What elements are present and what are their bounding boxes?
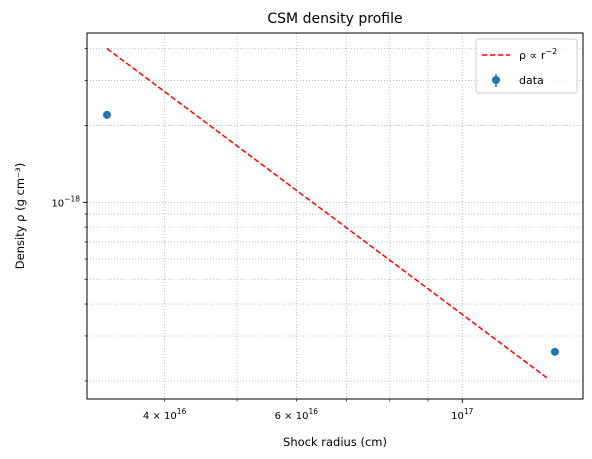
x-tick-label: 6 × 1016: [275, 407, 319, 422]
data-point: [102, 110, 111, 119]
powerlaw-line: [106, 47, 548, 379]
plot-area-frame: [86, 32, 584, 400]
y-axis-label: Density ρ (g cm⁻³): [13, 163, 27, 269]
legend-label-data: data: [519, 74, 544, 87]
chart-title: CSM density profile: [267, 11, 402, 27]
data-point: [550, 347, 559, 356]
legend-box: [475, 38, 578, 94]
legend-marker-swatch: [492, 76, 500, 84]
x-tick-label: 4 × 1016: [143, 407, 187, 422]
y-tick-label: 10−18: [51, 194, 80, 209]
grid: [87, 33, 583, 399]
x-axis-label: Shock radius (cm): [283, 435, 387, 449]
plot-data: [102, 47, 559, 379]
legend-label-line: ρ ∝ r−2: [519, 47, 557, 62]
legend: ρ ∝ r−2 data: [475, 38, 578, 94]
axes: 4 × 1016 6 × 1016 1017 10−18: [51, 48, 474, 422]
x-tick-label: 1017: [451, 407, 474, 422]
